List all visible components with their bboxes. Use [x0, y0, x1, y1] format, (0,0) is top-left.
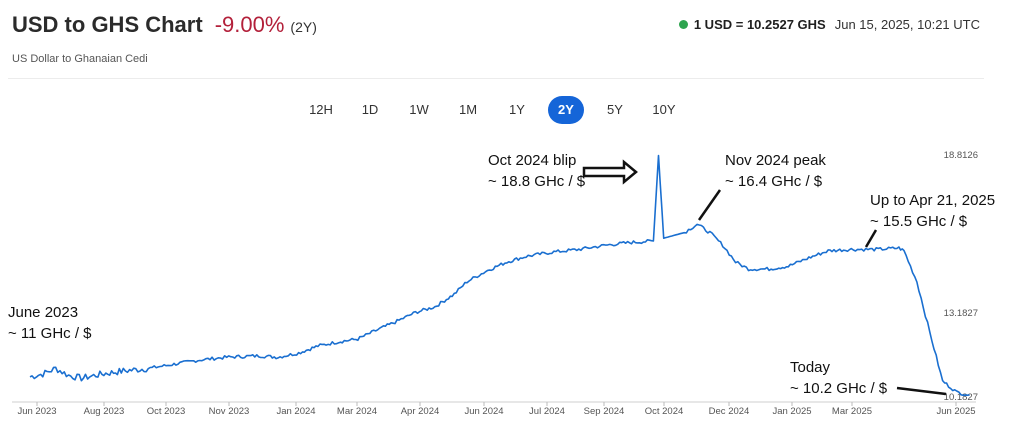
- x-tick-label: Oct 2024: [645, 406, 684, 417]
- annotation-text: ~ 15.5 GHc / $: [870, 213, 968, 230]
- current-rate: 1 USD = 10.2527 GHS: [693, 17, 826, 32]
- range-tab-1d[interactable]: 1D: [352, 96, 388, 124]
- annotation-pointer-line: [896, 386, 947, 396]
- rate-timestamp: Jun 15, 2025, 10:21 UTC: [834, 17, 980, 32]
- annotation-text: ~ 10.2 GHc / $: [790, 380, 888, 397]
- range-tab-1m[interactable]: 1M: [450, 96, 486, 124]
- annotation-text: ~ 18.8 GHc / $: [488, 173, 586, 190]
- x-tick-label: Mar 2025: [832, 406, 872, 417]
- range-tab-1w[interactable]: 1W: [401, 96, 437, 124]
- chart-header: USD to GHS Chart -9.00% (2Y): [12, 12, 317, 38]
- range-tab-10y[interactable]: 10Y: [646, 96, 682, 124]
- x-tick-label: Dec 2024: [709, 406, 750, 417]
- percent-change: -9.00%: [214, 12, 285, 37]
- x-tick-label: Mar 2024: [337, 406, 377, 417]
- chart-subtitle: US Dollar to Ghanaian Cedi: [12, 53, 148, 65]
- annotation-text: Up to Apr 21, 2025: [870, 192, 995, 209]
- x-tick-label: Apr 2024: [401, 406, 440, 417]
- annotation-arrow-icon: [582, 159, 638, 185]
- annotation-text: ~ 16.4 GHc / $: [725, 173, 823, 190]
- x-tick-label: Jan 2025: [772, 406, 811, 417]
- live-rate: 1 USD = 10.2527 GHS Jun 15, 2025, 10:21 …: [678, 17, 980, 32]
- x-tick-label: Jul 2024: [529, 406, 565, 417]
- time-range-selector: 12H 1D 1W 1M 1Y 2Y 5Y 10Y: [303, 96, 682, 124]
- x-tick-label: Jun 2025: [936, 406, 975, 417]
- x-tick-label: Oct 2023: [147, 406, 186, 417]
- annotation-pointer-line: [697, 189, 722, 221]
- series-line-usd-ghs: [29, 154, 970, 396]
- annotation-text: ~ 11 GHc / $: [8, 325, 92, 342]
- annotation-text: Today: [790, 359, 831, 376]
- range-tab-2y[interactable]: 2Y: [548, 96, 584, 124]
- annotation-text: Nov 2024 peak: [725, 152, 826, 169]
- header-divider: [8, 78, 984, 79]
- y-tick-label: 13.1827: [944, 308, 978, 319]
- chart-title: USD to GHS Chart: [12, 12, 203, 37]
- x-tick-label: Jun 2023: [17, 406, 56, 417]
- annotation-text: Oct 2024 blip: [488, 152, 576, 169]
- range-tab-12h[interactable]: 12H: [303, 96, 339, 124]
- x-tick-label: Jun 2024: [464, 406, 503, 417]
- x-tick-label: Aug 2023: [84, 406, 125, 417]
- annotation-text: June 2023: [8, 304, 78, 321]
- x-tick-label: Sep 2024: [584, 406, 625, 417]
- range-tab-1y[interactable]: 1Y: [499, 96, 535, 124]
- range-tab-5y[interactable]: 5Y: [597, 96, 633, 124]
- change-period: (2Y): [290, 19, 317, 35]
- live-status-dot-icon: [678, 20, 688, 29]
- x-tick-label: Nov 2023: [209, 406, 250, 417]
- x-tick-label: Jan 2024: [276, 406, 315, 417]
- annotation-pointer-line: [864, 229, 878, 248]
- y-tick-label: 10.1827: [944, 392, 978, 403]
- y-tick-label: 18.8126: [944, 150, 978, 161]
